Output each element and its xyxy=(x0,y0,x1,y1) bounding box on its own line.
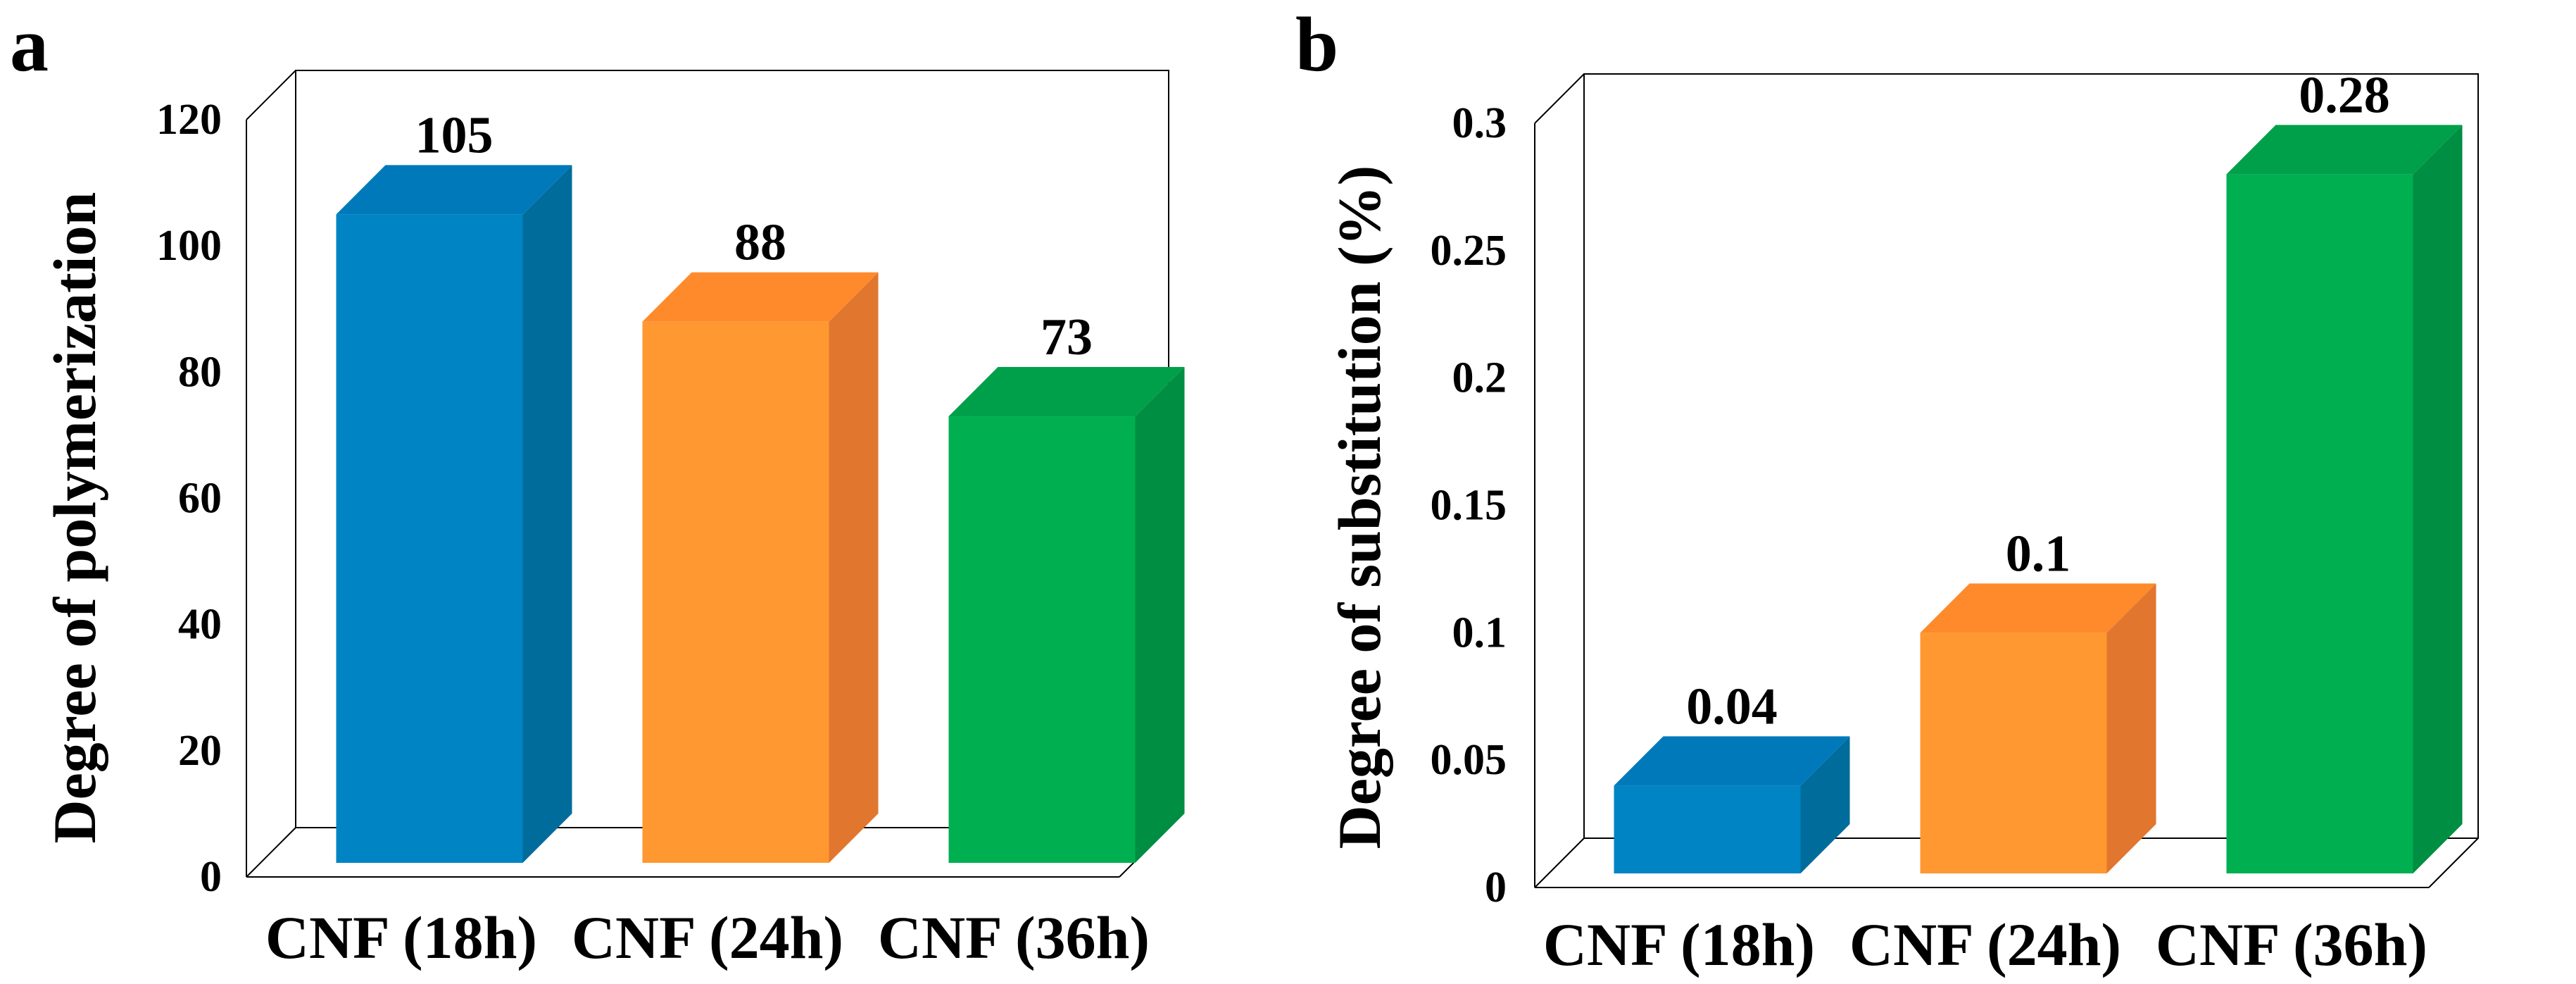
bar-2 xyxy=(642,272,879,864)
floor-edge xyxy=(1534,837,1585,888)
bar-2 xyxy=(1920,583,2156,873)
floor-edge xyxy=(246,827,296,878)
x-category-label: CNF (36h) xyxy=(2156,911,2427,978)
bar-top xyxy=(1614,736,1850,786)
y-tick-label: 120 xyxy=(156,96,222,144)
bar-front xyxy=(642,321,829,864)
bar-top xyxy=(642,272,879,322)
bar-1 xyxy=(1614,736,1850,873)
y-tick-label: 0.05 xyxy=(1431,736,1507,784)
panel-letter: b xyxy=(1295,1,1338,87)
bar-front xyxy=(2226,174,2413,874)
x-category-label: CNF (18h) xyxy=(1543,911,1815,978)
chart-panel-a: 0 20 40 60 80 100 120 Degree of polymerization a… xyxy=(10,1,1185,971)
bar-data-label: 88 xyxy=(734,214,786,272)
bar-side xyxy=(829,272,879,864)
x-category-label: CNF (24h) xyxy=(572,904,843,971)
bar-3 xyxy=(948,367,1185,863)
bar-front xyxy=(948,416,1136,863)
y-tick-label: 0 xyxy=(1485,864,1507,911)
bar-side xyxy=(1800,736,1850,873)
bar-front xyxy=(336,214,523,863)
bar-3 xyxy=(2226,125,2463,874)
bar-side xyxy=(522,165,572,863)
y-tick-label: 0.3 xyxy=(1452,99,1507,147)
bar-1 xyxy=(336,165,572,863)
panel-letter: a xyxy=(10,1,49,87)
x-category-label: CNF (36h) xyxy=(878,904,1150,971)
bar-side xyxy=(2413,125,2463,873)
bar-data-label: 0.1 xyxy=(2006,525,2071,583)
bar-top xyxy=(2226,125,2463,175)
chart-panel-b: 0 0.05 0.1 0.15 0.2 0.25 0.3 Degree of substitu… xyxy=(1295,1,2479,978)
bar-data-label: 73 xyxy=(1041,309,1093,366)
y-axis-title: Degree of polymerization xyxy=(41,192,108,843)
y-axis-title: Degree of substitution (%) xyxy=(1326,166,1393,849)
y-tick-label: 20 xyxy=(178,727,222,775)
frame-edge xyxy=(246,70,296,120)
bar-side xyxy=(2106,583,2156,873)
y-tick-label: 0.1 xyxy=(1452,609,1507,656)
y-tick-label: 60 xyxy=(178,475,222,523)
x-category-label: CNF (24h) xyxy=(1849,911,2121,978)
bar-data-label: 0.04 xyxy=(1686,678,1778,735)
bar-top xyxy=(1920,583,2156,633)
y-tick-label: 100 xyxy=(156,222,222,270)
y-tick-label: 0.2 xyxy=(1452,354,1507,402)
bar-data-label: 0.28 xyxy=(2299,66,2390,124)
y-tick-label: 0.25 xyxy=(1431,227,1507,275)
bar-side xyxy=(1135,367,1185,863)
bar-front xyxy=(1614,785,1801,873)
y-tick-label: 80 xyxy=(178,348,222,396)
frame-edge xyxy=(1534,73,1585,124)
bar-top xyxy=(948,367,1185,417)
y-tick-label: 40 xyxy=(178,601,222,649)
floor-side-edge xyxy=(2428,837,2479,888)
bar-top xyxy=(336,165,572,215)
x-category-label: CNF (18h) xyxy=(265,904,537,971)
y-tick-label: 0 xyxy=(200,853,222,901)
y-tick-label: 0.15 xyxy=(1431,482,1507,530)
bar-data-label: 105 xyxy=(415,106,494,164)
bar-front xyxy=(1920,633,2107,873)
